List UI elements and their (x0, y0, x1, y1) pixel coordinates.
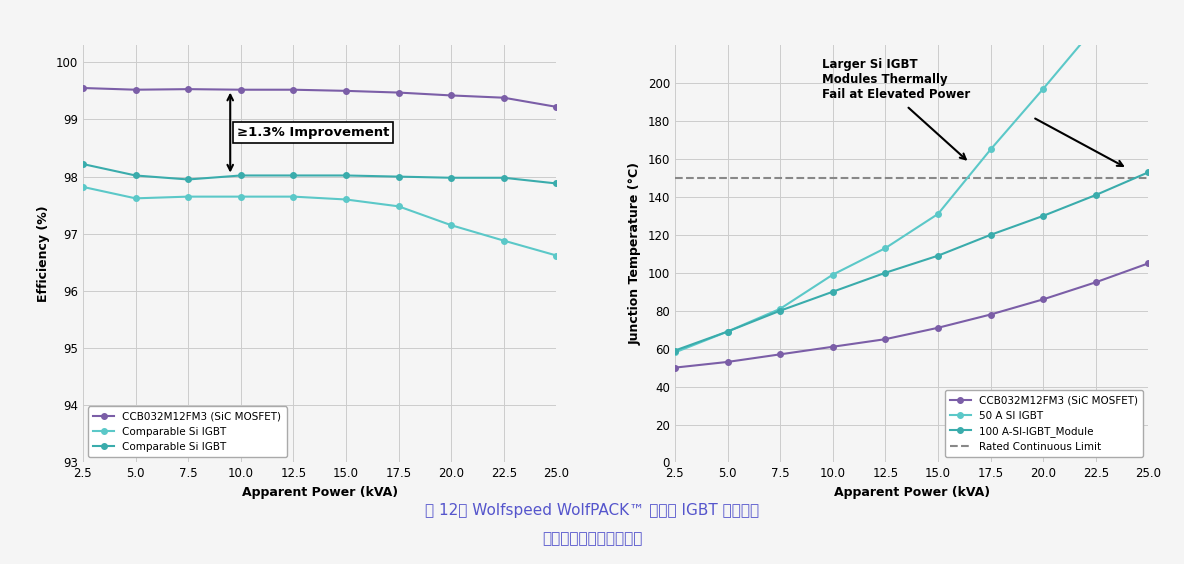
X-axis label: Apparent Power (kVA): Apparent Power (kVA) (242, 486, 398, 499)
Text: Larger Si IGBT
Modules Thermally
Fail at Elevated Power: Larger Si IGBT Modules Thermally Fail at… (822, 59, 971, 102)
X-axis label: Apparent Power (kVA): Apparent Power (kVA) (834, 486, 990, 499)
Y-axis label: Efficiency (%): Efficiency (%) (37, 205, 50, 302)
Text: 在效率和热学方面的比较: 在效率和热学方面的比较 (542, 531, 642, 546)
Text: ≥1.3% Improvement: ≥1.3% Improvement (237, 126, 388, 139)
Text: 图 12： Wolfspeed WolfPACK™ 模块与 IGBT 解决方案: 图 12： Wolfspeed WolfPACK™ 模块与 IGBT 解决方案 (425, 503, 759, 518)
Y-axis label: Junction Temperature (°C): Junction Temperature (°C) (629, 162, 642, 345)
Legend: CCB032M12FM3 (SiC MOSFET), 50 A SI IGBT, 100 A-SI-IGBT_Module, Rated Continuous : CCB032M12FM3 (SiC MOSFET), 50 A SI IGBT,… (945, 390, 1144, 457)
Legend: CCB032M12FM3 (SiC MOSFET), Comparable Si IGBT, Comparable Si IGBT: CCB032M12FM3 (SiC MOSFET), Comparable Si… (88, 407, 287, 457)
